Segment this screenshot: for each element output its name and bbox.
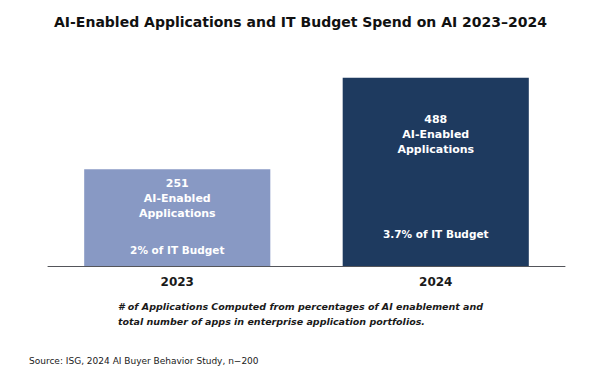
svg-text:total number of apps in enterp: total number of apps in enterprise appli… xyxy=(118,316,425,327)
svg-text:# of Applications Computed fro: # of Applications Computed from percenta… xyxy=(118,301,483,312)
svg-text:2% of IT Budget: 2% of IT Budget xyxy=(130,244,224,256)
svg-text:AI-Enabled: AI-Enabled xyxy=(144,192,211,205)
svg-text:Applications: Applications xyxy=(139,207,216,220)
svg-text:Source: ISG, 2024 AI Buyer Beh: Source: ISG, 2024 AI Buyer Behavior Stud… xyxy=(29,356,259,366)
svg-text:251: 251 xyxy=(166,177,189,190)
svg-text:Applications: Applications xyxy=(397,143,474,156)
svg-text:2024: 2024 xyxy=(419,275,452,289)
svg-text:3.7% of IT Budget: 3.7% of IT Budget xyxy=(383,228,489,240)
svg-text:AI-Enabled Applications and IT: AI-Enabled Applications and IT Budget Sp… xyxy=(54,14,547,30)
svg-text:2023: 2023 xyxy=(161,275,194,289)
svg-text:AI-Enabled: AI-Enabled xyxy=(402,128,469,141)
svg-text:488: 488 xyxy=(424,113,447,126)
